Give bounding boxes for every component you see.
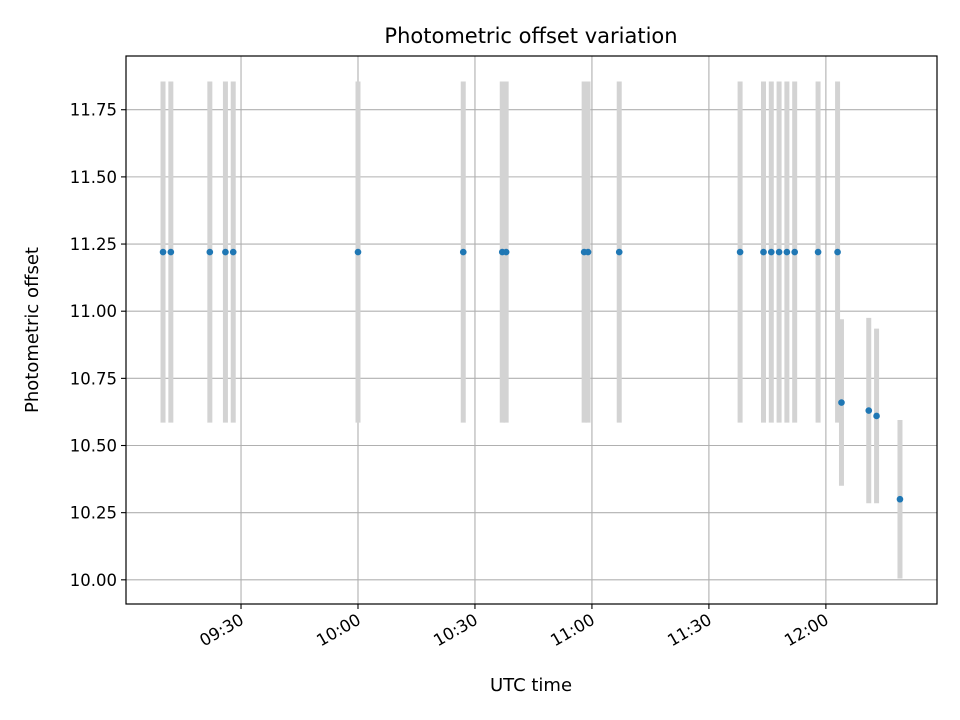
data-point [791,248,798,256]
data-point [167,248,175,256]
data-point [229,248,237,256]
data-point [760,248,767,256]
data-point [896,495,904,503]
y-axis-title: Photometric offset [22,247,43,413]
data-point [206,248,214,256]
y-tick-label: 10.75 [70,369,117,388]
data-point [767,248,775,256]
x-axis-title: UTC time [490,675,572,696]
data-point [865,407,873,414]
data-point [502,248,510,256]
chart-title: Photometric offset variation [384,24,677,48]
marker-layer [159,248,904,503]
data-point [584,248,592,256]
y-tick-label: 11.25 [70,235,117,254]
y-tick-label: 10.50 [70,437,117,456]
y-tick-label: 10.00 [70,571,117,590]
data-point [873,412,880,420]
data-point [459,248,467,256]
y-tick-label: 10.25 [70,504,117,523]
data-point [354,248,362,256]
plot-frame [125,55,938,605]
data-point [159,248,167,256]
y-tick-label: 11.50 [70,168,117,187]
data-point [783,248,791,256]
data-point [615,248,623,256]
data-point [838,399,845,406]
y-tick-label: 11.75 [70,101,117,120]
data-point [834,248,841,256]
y-tick-label: 11.00 [70,302,117,321]
data-point [736,248,744,256]
data-point [814,248,822,256]
data-point [222,248,229,256]
data-point [775,248,783,256]
